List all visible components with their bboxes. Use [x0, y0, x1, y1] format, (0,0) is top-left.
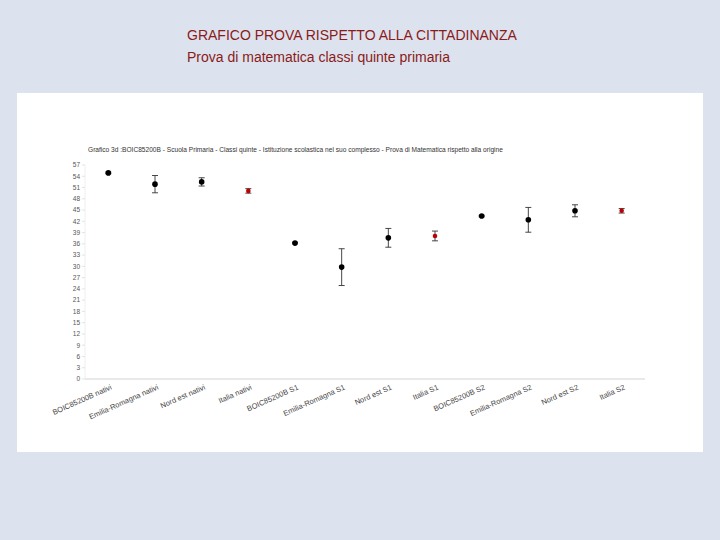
y-tick-label: 12: [73, 330, 81, 337]
chart-title: Grafico 3d :BOIC85200B - Scuola Primaria…: [88, 146, 503, 154]
y-tick-label: 42: [73, 218, 81, 225]
point: [572, 208, 578, 214]
y-tick: [82, 322, 85, 323]
error-bar: [619, 209, 625, 214]
y-tick: [82, 255, 85, 256]
y-tick-label: 6: [76, 353, 80, 360]
y-tick-label: 57: [73, 161, 81, 168]
y-tick: [82, 277, 85, 278]
slide-subtitle: Prova di matematica classi quinte primar…: [187, 49, 450, 65]
point: [619, 209, 624, 214]
y-tick: [82, 187, 85, 188]
y-tick: [82, 232, 85, 233]
y-tick: [82, 266, 85, 267]
y-tick-label: 54: [73, 173, 81, 180]
y-tick-label: 27: [73, 274, 81, 281]
error-bar: [199, 178, 205, 186]
point: [246, 189, 251, 194]
y-tick: [82, 221, 85, 222]
point: [479, 213, 485, 219]
x-tick-label: Nord est nativi: [159, 382, 207, 410]
x-tick-label: Emilia-Romagna nativi: [88, 382, 161, 421]
y-tick-label: 39: [73, 229, 81, 236]
x-tick-label: Emilia-Romagna S2: [469, 383, 534, 418]
x-tick-label: Emilia-Romagna S1: [282, 383, 347, 418]
y-tick-label: 51: [73, 184, 81, 191]
y-tick-label: 3: [76, 364, 80, 371]
y-tick: [82, 300, 85, 301]
slide-title: GRAFICO PROVA RISPETTO ALLA CITTADINANZA: [187, 27, 518, 43]
point: [386, 235, 392, 241]
point: [152, 181, 158, 187]
y-tick: [82, 311, 85, 312]
background: [0, 0, 720, 540]
error-bar: [385, 228, 391, 247]
error-bar: [432, 231, 438, 241]
y-tick: [82, 367, 85, 368]
y-axis: [85, 165, 86, 379]
point: [292, 240, 298, 246]
y-tick-label: 48: [73, 195, 81, 202]
y-tick-label: 24: [73, 285, 81, 292]
x-axis: [85, 379, 645, 380]
error-bar: [572, 205, 578, 217]
error-bar: [339, 249, 345, 286]
chart-panel: [17, 93, 703, 452]
x-tick-label: Italia S2: [598, 383, 626, 402]
error-bar: [245, 189, 251, 194]
error-bar: [152, 176, 158, 193]
y-tick: [82, 243, 85, 244]
y-tick: [82, 176, 85, 177]
y-tick: [82, 333, 85, 334]
y-tick-label: 45: [73, 206, 81, 213]
point: [199, 179, 205, 185]
x-tick-label: Italia S1: [411, 383, 439, 402]
y-tick: [82, 165, 85, 166]
y-tick: [82, 356, 85, 357]
point: [106, 170, 112, 176]
point: [526, 217, 532, 223]
y-tick-label: 9: [76, 342, 80, 349]
marks: [105, 170, 624, 285]
y-tick: [82, 379, 85, 380]
point: [339, 264, 345, 270]
y-tick-label: 18: [73, 308, 81, 315]
y-tick-label: 30: [73, 263, 81, 270]
y-tick: [82, 210, 85, 211]
y-tick-label: 21: [73, 296, 81, 303]
error-bar: [525, 207, 531, 232]
y-tick-label: 0: [76, 375, 80, 382]
y-tick: [82, 288, 85, 289]
x-tick-label: Italia nativi: [217, 382, 253, 405]
slide: GRAFICO PROVA RISPETTO ALLA CITTADINANZA…: [0, 0, 720, 540]
y-tick: [82, 345, 85, 346]
point: [433, 234, 438, 239]
y-tick-label: 33: [73, 251, 81, 258]
y-tick: [82, 198, 85, 199]
x-tick-label: Nord est S1: [353, 383, 393, 407]
x-tick-label: Nord est S2: [540, 383, 580, 407]
y-tick-label: 15: [73, 319, 81, 326]
y-tick-label: 36: [73, 240, 81, 247]
